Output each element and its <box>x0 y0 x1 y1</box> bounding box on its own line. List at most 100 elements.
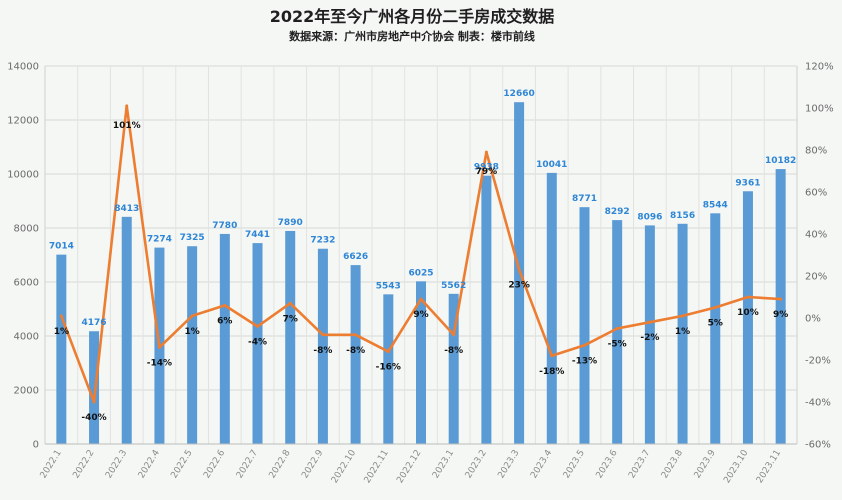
bar-value-label: 9361 <box>735 178 760 188</box>
bar <box>579 207 590 444</box>
line-value-label: 1% <box>184 327 199 337</box>
line-point <box>713 306 717 309</box>
bar <box>710 213 721 444</box>
y-right-tick: 20% <box>805 272 827 283</box>
bar-value-label: 8413 <box>114 204 139 214</box>
line-value-label: -2% <box>640 333 659 343</box>
bar-value-label: 7780 <box>212 221 237 231</box>
y-right-tick: 100% <box>805 104 834 115</box>
bar-value-label: 7325 <box>180 233 205 243</box>
line-value-label: 101% <box>113 121 141 131</box>
bar-value-label: 5562 <box>441 281 466 291</box>
bar-value-label: 8771 <box>572 194 597 204</box>
line-point <box>779 297 783 301</box>
line-value-label: 23% <box>508 281 530 291</box>
bar <box>56 254 67 444</box>
line-point <box>582 343 586 347</box>
y-left-tick: 10000 <box>7 170 39 181</box>
bar-value-label: 6025 <box>408 268 433 278</box>
chart-title: 2022年至今广州各月份二手房成交数据 <box>270 7 555 26</box>
line-value-label: -8% <box>444 346 463 356</box>
line-value-label: -4% <box>248 337 267 347</box>
line-value-label: -16% <box>376 363 401 373</box>
line-point <box>386 350 390 354</box>
line-point <box>223 303 227 307</box>
bar <box>89 331 100 444</box>
line-value-label: -13% <box>572 356 597 366</box>
line-value-label: 5% <box>708 319 723 329</box>
bar-value-label: 8544 <box>703 200 728 210</box>
bar <box>677 223 688 444</box>
line-point <box>59 314 63 318</box>
bar <box>252 243 263 444</box>
y-right-tick: -20% <box>805 356 831 367</box>
bar-value-label: 10041 <box>536 160 567 170</box>
bar <box>121 216 132 444</box>
line-point <box>419 297 423 301</box>
y-right-tick: -60% <box>805 440 831 451</box>
bar-value-label: 9938 <box>474 163 499 173</box>
line-point <box>125 104 129 108</box>
bar <box>187 246 198 444</box>
bar <box>317 248 328 444</box>
bar-value-label: 12660 <box>503 89 534 99</box>
y-right-tick: 120% <box>805 62 834 73</box>
bar-value-label: 7441 <box>245 230 270 240</box>
line-value-label: 79% <box>476 167 498 177</box>
bar <box>775 169 786 444</box>
bar <box>219 233 230 444</box>
line-value-label: 9% <box>413 310 428 320</box>
line-value-label: -14% <box>147 358 172 368</box>
line-point <box>256 324 260 328</box>
line-point <box>484 150 488 154</box>
y-left-tick: 6000 <box>14 278 39 289</box>
bar <box>644 225 655 444</box>
line-value-label: -8% <box>313 346 332 356</box>
y-right-tick: 0% <box>805 314 821 325</box>
bar <box>383 294 394 444</box>
line-value-label: -18% <box>539 367 564 377</box>
bar-value-label: 7274 <box>147 235 172 245</box>
line-point <box>288 301 292 305</box>
bar <box>742 191 753 444</box>
y-right-tick: 40% <box>805 230 827 241</box>
line-point <box>550 354 554 358</box>
bar-value-label: 6626 <box>343 252 368 262</box>
line-point <box>681 314 685 318</box>
y-left-tick: 8000 <box>14 224 39 235</box>
data-labels: 7014 4176 8413 7274 7325 7780 7441 7890 7232 6626… <box>49 89 796 423</box>
bar <box>416 281 426 444</box>
bar <box>285 230 296 444</box>
line-value-label: 9% <box>773 310 788 320</box>
line-point <box>157 345 161 349</box>
line-value-label: -8% <box>346 346 365 356</box>
line-value-label: 10% <box>737 308 759 318</box>
y-left-tick: 2000 <box>14 386 39 397</box>
line-point <box>615 327 619 330</box>
bar <box>546 172 557 444</box>
line-value-label: 1% <box>675 327 690 337</box>
y-left-tick: 0 <box>33 440 39 451</box>
bar-value-label: 7232 <box>310 236 335 246</box>
bar-value-label: 7890 <box>278 218 303 228</box>
line-point <box>354 333 358 337</box>
y-right-tick: -40% <box>805 398 831 409</box>
bar <box>448 293 459 444</box>
line-value-label: -5% <box>608 340 627 350</box>
bar <box>350 265 361 444</box>
y-right-tick: 60% <box>805 188 827 199</box>
y-left-tick: 14000 <box>7 62 39 73</box>
line-point <box>321 333 325 337</box>
bar-series <box>56 102 786 445</box>
line-point <box>190 314 194 318</box>
bar-value-label: 7014 <box>49 242 74 252</box>
line-point <box>648 320 652 324</box>
bar-value-label: 4176 <box>82 318 107 328</box>
chart-subtitle: 数据来源：广州市房地产中介协会 制表：楼市前线 <box>289 29 535 43</box>
bar-value-label: 10182 <box>765 156 796 166</box>
line-value-label: 6% <box>217 316 232 326</box>
bar <box>481 175 492 444</box>
bar-value-label: 5543 <box>376 281 401 291</box>
bar <box>612 220 623 444</box>
line-point <box>92 400 96 404</box>
